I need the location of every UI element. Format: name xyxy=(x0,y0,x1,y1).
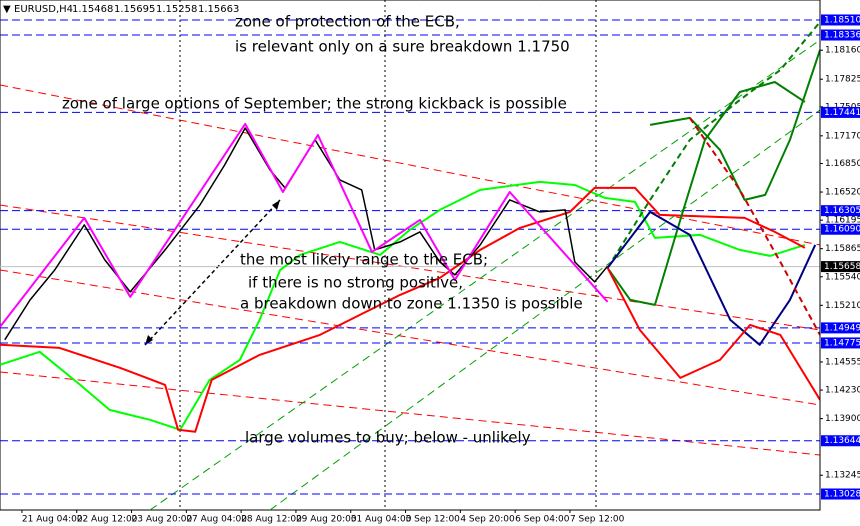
series-line xyxy=(606,21,821,269)
period-separators xyxy=(179,0,597,510)
series-line xyxy=(0,122,609,328)
y-tick-label: 1.15210 xyxy=(825,301,860,311)
y-tick-label: 1.16850 xyxy=(825,159,860,169)
y-tick-label: 1.17825 xyxy=(825,75,860,85)
y-tick-label: 1.18160 xyxy=(825,46,860,56)
level-label-bg xyxy=(821,205,860,217)
series-line xyxy=(0,186,806,433)
level-label-bg xyxy=(821,322,860,334)
level-label-bg xyxy=(821,337,860,349)
level-label-bg xyxy=(821,223,860,235)
series-line xyxy=(688,117,821,336)
y-tick-label: 1.17170 xyxy=(825,131,860,141)
level-label: 1.18510 xyxy=(824,15,860,25)
level-label-bg xyxy=(821,29,860,41)
level-label: 1.13028 xyxy=(824,490,860,500)
current-price-label: 1.15658 xyxy=(824,262,860,272)
level-label-bg xyxy=(821,488,860,500)
annotation: a breakdown down to zone 1.1350 is possi… xyxy=(240,295,583,313)
y-tick-label: 1.15865 xyxy=(825,244,860,254)
y-tick-label: 1.15540 xyxy=(825,272,860,282)
x-tick-label: 22 Aug 12:00 xyxy=(77,515,138,525)
x-tick-label: 6 Sep 04:00 xyxy=(515,515,570,525)
level-label-bg xyxy=(821,435,860,447)
price-axis xyxy=(820,0,860,510)
x-tick-label: 27 Aug 04:00 xyxy=(186,515,247,525)
y-tick-label: 1.14555 xyxy=(825,357,860,367)
ohlc-value: 1.15258 xyxy=(156,4,197,15)
level-label: 1.17441 xyxy=(824,108,860,118)
trend-lines xyxy=(149,0,821,511)
header-arrow: ▼ xyxy=(3,4,11,15)
chart-layer xyxy=(0,19,821,495)
level-label-bg xyxy=(821,14,860,26)
level-label: 1.14775 xyxy=(824,338,860,348)
x-tick-label: 28 Aug 12:00 xyxy=(241,515,302,525)
ohlc-value: 1.15468 xyxy=(72,4,113,15)
series-line xyxy=(606,210,817,346)
level-label: 1.13644 xyxy=(824,436,860,446)
y-tick-label: 1.14230 xyxy=(825,386,860,396)
symbol: EURUSD,H4 xyxy=(14,4,73,15)
series-line xyxy=(606,81,806,306)
x-tick-label: 31 Aug 04:00 xyxy=(351,515,412,525)
x-tick-label: 3 Sep 12:00 xyxy=(406,515,461,525)
y-tick-label: 1.16195 xyxy=(825,216,860,226)
ohlc-value: 1.15695 xyxy=(114,4,155,15)
series-line xyxy=(0,180,806,431)
level-label: 1.14949 xyxy=(824,323,860,333)
y-tick-label: 1.16520 xyxy=(825,188,860,198)
current-price-bg xyxy=(821,261,860,273)
x-tick-label: 23 Aug 20:00 xyxy=(132,515,193,525)
range-arrow xyxy=(144,199,281,346)
annotation: is relevant only on a sure breakdown 1.1… xyxy=(235,38,570,56)
x-tick-label: 21 Aug 04:00 xyxy=(22,515,83,525)
annotation: the most likely range to the ECB; xyxy=(240,251,488,269)
level-label: 1.16305 xyxy=(824,206,860,216)
annotation: large volumes to buy; below - unlikely xyxy=(245,429,531,447)
channel-lines xyxy=(0,84,821,456)
level-label: 1.16090 xyxy=(824,225,860,235)
x-tick-label: 29 Aug 20:00 xyxy=(296,515,357,525)
x-tick-label: 7 Sep 12:00 xyxy=(570,515,625,525)
plot-area xyxy=(0,0,821,511)
ohlc-value: 1.15663 xyxy=(198,4,239,15)
annotation: zone of protection of the ECB, xyxy=(235,13,460,31)
series-line xyxy=(606,267,821,401)
level-label: 1.18336 xyxy=(824,31,860,41)
series-line xyxy=(4,127,609,341)
y-tick-label: 1.13900 xyxy=(825,414,860,424)
annotation: if there is no strong positive, xyxy=(248,274,463,292)
level-label-bg xyxy=(821,106,860,118)
x-tick-label: 4 Sep 20:00 xyxy=(460,515,515,525)
annotation: zone of large options of September; the … xyxy=(62,95,567,113)
header: ▼ EURUSD,H4 xyxy=(3,4,73,15)
y-tick-label: 1.13245 xyxy=(825,471,860,481)
